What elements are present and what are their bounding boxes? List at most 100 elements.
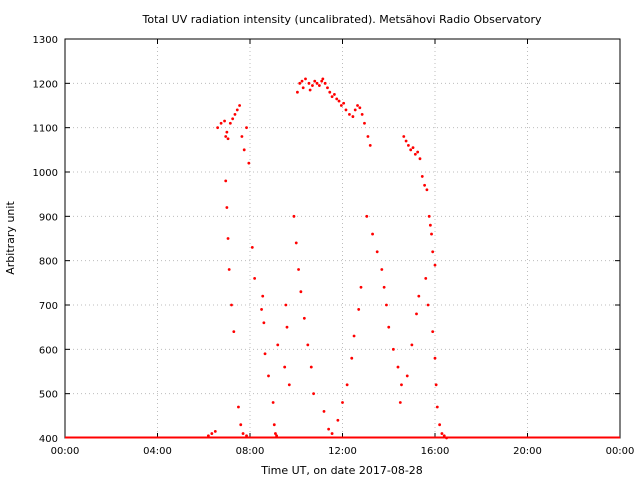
x-tick-label: 16:00	[421, 446, 450, 457]
data-point	[400, 383, 403, 387]
data-point	[225, 130, 229, 134]
data-point	[224, 179, 228, 183]
data-point	[285, 325, 289, 329]
data-point	[231, 117, 235, 121]
data-point	[301, 86, 305, 90]
data-point	[366, 135, 370, 138]
data-point	[426, 303, 430, 307]
data-point	[333, 93, 336, 96]
data-point	[262, 321, 266, 325]
data-point	[223, 119, 226, 123]
data-point	[440, 432, 444, 435]
data-point	[241, 432, 245, 435]
data-point	[413, 152, 417, 156]
data-point	[242, 148, 246, 152]
grid	[65, 39, 620, 438]
data-point	[417, 294, 421, 298]
data-point	[312, 392, 315, 396]
data-point	[267, 374, 270, 378]
data-point	[407, 144, 410, 147]
data-point	[206, 434, 210, 438]
data-point	[363, 121, 366, 125]
data-point	[283, 365, 287, 369]
data-point	[238, 104, 241, 107]
data-point	[350, 356, 354, 360]
data-point	[336, 418, 340, 422]
y-tick-label: 1200	[33, 79, 58, 90]
x-tick-label: 08:00	[236, 446, 265, 457]
data-point	[225, 206, 229, 209]
data-point	[235, 108, 239, 112]
data-point	[433, 356, 437, 360]
data-point	[228, 121, 232, 125]
data-point	[409, 148, 413, 152]
data-point	[360, 112, 364, 116]
x-tick-label: 04:00	[143, 446, 172, 457]
data-point	[341, 401, 344, 404]
x-tick-label: 00:00	[51, 446, 80, 457]
y-tick-label: 500	[39, 390, 58, 401]
data-point	[434, 383, 438, 387]
data-point	[315, 81, 319, 85]
data-point	[330, 95, 334, 99]
data-point	[237, 405, 240, 409]
y-tick-label: 700	[39, 301, 58, 312]
x-tick-label: 00:00	[606, 446, 635, 457]
data-point	[261, 294, 265, 298]
data-point	[328, 90, 332, 94]
data-point	[415, 312, 418, 316]
data-point	[433, 263, 437, 267]
data-point	[299, 290, 303, 294]
data-point	[442, 434, 446, 438]
data-point	[411, 146, 415, 150]
data-point	[385, 303, 388, 307]
data-point	[425, 188, 429, 192]
y-tick-label: 1000	[33, 168, 58, 179]
data-point	[216, 126, 220, 130]
data-point	[284, 303, 288, 307]
x-tick-label: 12:00	[328, 446, 357, 457]
data-point	[245, 434, 248, 438]
data-point	[298, 81, 302, 85]
data-point	[304, 77, 307, 81]
y-tick-label: 1100	[33, 124, 58, 135]
data-point	[405, 374, 409, 378]
data-point	[345, 383, 349, 387]
y-tick-label: 800	[39, 257, 58, 268]
data-point	[302, 316, 306, 320]
data-point	[359, 285, 363, 289]
data-point	[213, 429, 217, 433]
data-point	[253, 277, 257, 280]
data-point	[327, 427, 331, 431]
y-tick-label: 1300	[33, 35, 58, 46]
plot-frame	[64, 38, 621, 439]
data-point	[380, 268, 384, 271]
data-point	[320, 79, 324, 83]
data-point	[357, 308, 361, 311]
data-point	[431, 330, 435, 333]
data-point	[323, 81, 327, 85]
data-point	[232, 330, 236, 333]
data-point	[371, 232, 374, 236]
data-point	[226, 137, 230, 141]
data-point	[427, 214, 431, 218]
data-point	[337, 99, 341, 103]
data-point	[342, 101, 346, 105]
data-point	[423, 183, 426, 187]
data-point	[311, 84, 314, 87]
data-point	[322, 410, 326, 413]
data-point	[410, 343, 414, 347]
data-point	[233, 112, 237, 116]
chart-title: Total UV radiation intensity (uncalibrat…	[142, 13, 542, 26]
data-point	[224, 135, 228, 138]
data-point	[416, 150, 420, 154]
data-point	[227, 268, 231, 271]
data-point	[300, 79, 304, 83]
data-point	[424, 277, 428, 280]
data-point	[210, 432, 214, 435]
data-point	[375, 250, 379, 254]
data-point	[326, 86, 329, 90]
data-point	[219, 121, 223, 125]
data-point	[308, 88, 312, 92]
